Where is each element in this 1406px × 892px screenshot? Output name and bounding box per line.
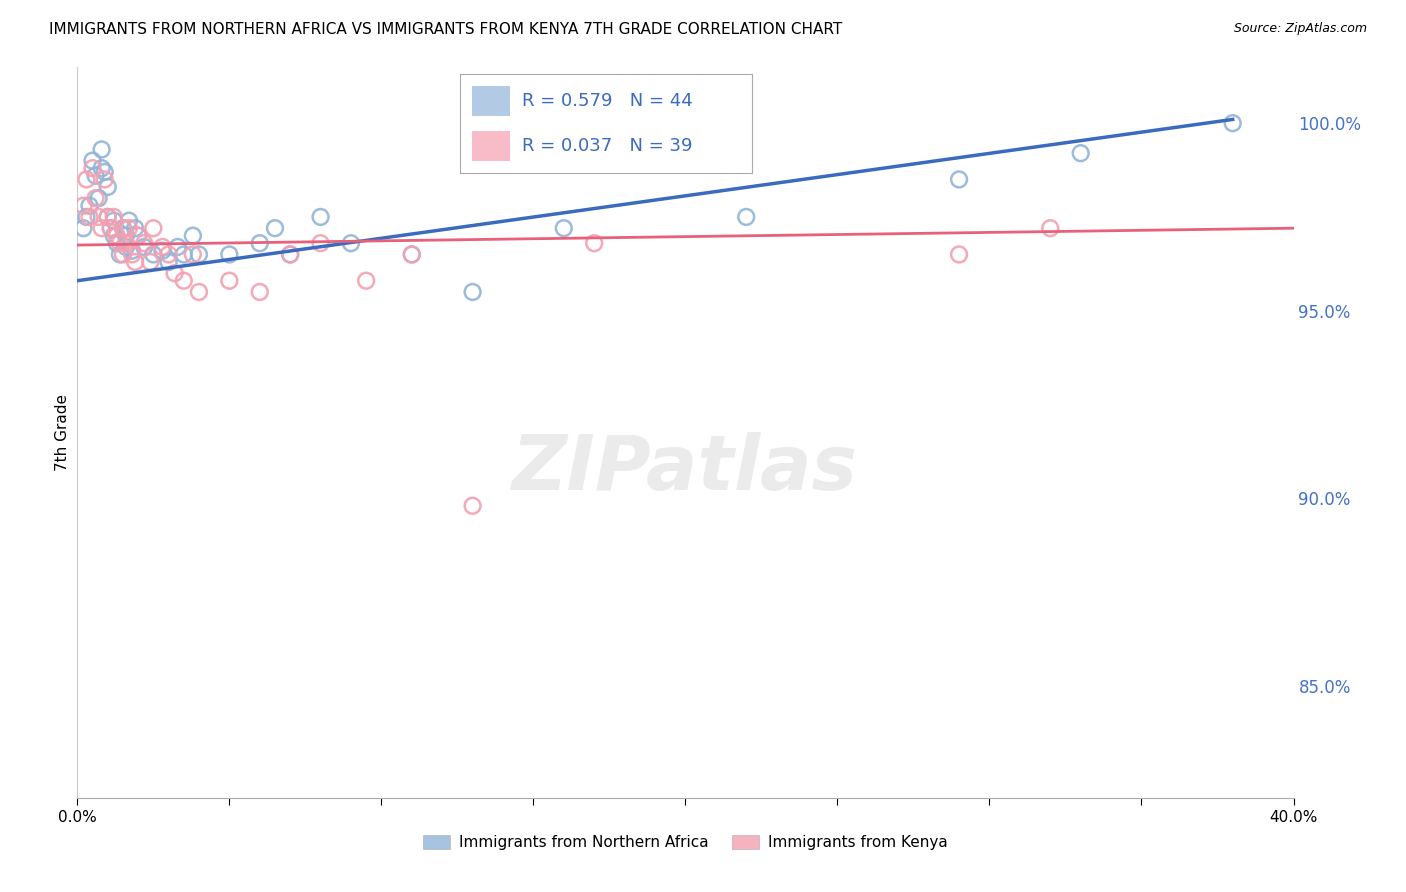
Point [124,221,146,235]
Point [90,161,112,176]
Point [948,247,970,261]
Point [90,221,112,235]
Point [188,247,211,261]
Point [173,247,195,261]
Point [173,274,195,288]
Point [127,228,149,243]
Point [948,172,970,186]
Point [1039,221,1062,235]
Point [87,191,110,205]
Point [309,236,332,251]
Point [103,210,125,224]
Point [111,221,134,235]
Point [188,285,211,299]
Legend: Immigrants from Northern Africa, Immigrants from Kenya: Immigrants from Northern Africa, Immigra… [416,830,955,856]
Point [72,199,94,213]
Point [735,210,758,224]
Point [105,228,128,243]
Point [181,247,204,261]
Point [103,228,125,243]
Point [181,228,204,243]
Point [97,210,120,224]
Point [84,169,107,183]
Point [72,221,94,235]
Point [142,247,165,261]
Point [93,165,115,179]
Point [90,143,112,157]
Point [166,240,188,254]
Point [152,244,174,258]
Point [79,199,101,213]
Text: ZIPatlas: ZIPatlas [512,433,859,506]
Point [100,221,122,235]
Point [100,221,122,235]
Point [249,285,271,299]
Point [118,213,141,227]
Point [115,228,138,243]
Point [108,236,131,251]
Point [163,266,186,280]
Text: Source: ZipAtlas.com: Source: ZipAtlas.com [1233,22,1367,36]
Point [124,255,146,269]
Point [461,499,484,513]
Point [134,236,156,251]
Point [278,247,301,261]
Point [82,153,104,168]
Point [97,210,120,224]
Point [134,240,156,254]
Point [97,180,120,194]
Point [105,236,128,251]
Text: IMMIGRANTS FROM NORTHERN AFRICA VS IMMIGRANTS FROM KENYA 7TH GRADE CORRELATION C: IMMIGRANTS FROM NORTHERN AFRICA VS IMMIG… [49,22,842,37]
Point [108,247,131,261]
Point [218,247,240,261]
Point [1222,116,1244,130]
Point [401,247,423,261]
Point [84,191,107,205]
Point [115,240,138,254]
Point [278,247,301,261]
Point [103,213,125,227]
Point [142,221,165,235]
Point [127,228,149,243]
Point [93,172,115,186]
Point [118,221,141,235]
Point [249,236,271,251]
Point [1070,146,1092,161]
Point [309,210,332,224]
Point [354,274,377,288]
Point [340,236,363,251]
Point [264,221,287,235]
Point [401,247,423,261]
Point [157,247,180,261]
Point [139,255,162,269]
Point [79,210,101,224]
Point [115,236,138,251]
Point [75,210,97,224]
Point [461,285,484,299]
Point [111,247,134,261]
Point [121,247,143,261]
Point [82,161,104,176]
Point [75,172,97,186]
Point [218,274,240,288]
Point [111,221,134,235]
Point [152,240,174,254]
Point [121,244,143,258]
Y-axis label: 7th Grade: 7th Grade [55,394,70,471]
Point [583,236,606,251]
Point [157,255,180,269]
Point [553,221,575,235]
Point [87,210,110,224]
